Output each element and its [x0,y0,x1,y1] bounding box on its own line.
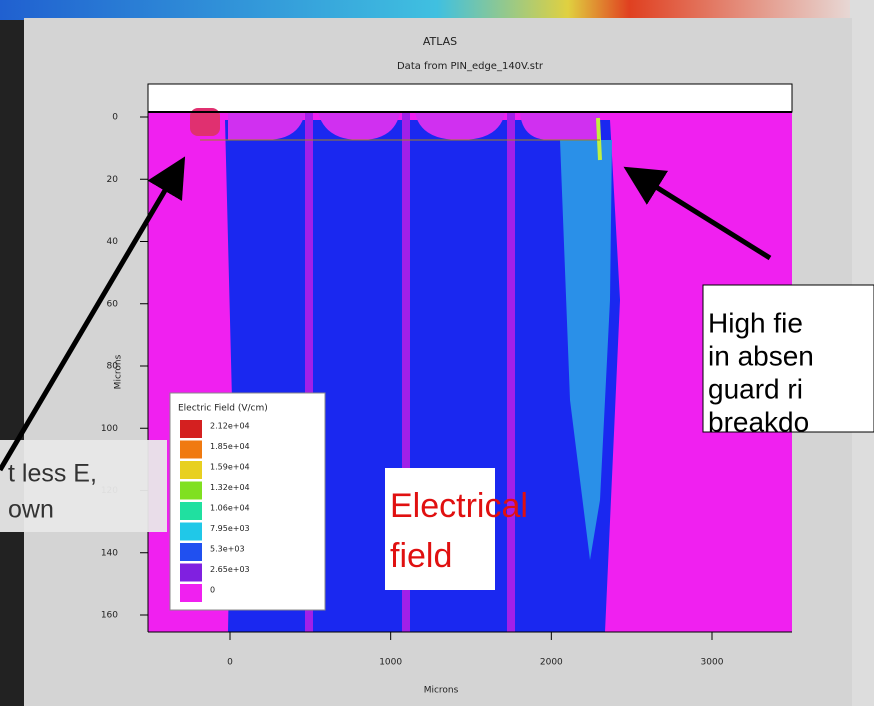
note-left [0,440,167,532]
legend-label: 0 [210,586,215,595]
x-tick-label: 2000 [540,658,563,668]
subtitle: Data from PIN_edge_140V.str [397,61,544,72]
stripe [507,112,515,632]
y-tick-label: 100 [101,424,118,434]
note-center [385,468,495,590]
legend-swatch [180,481,202,500]
y-tick-label: 40 [107,237,119,247]
legend-label: 1.32e+04 [210,483,250,492]
legend-swatch [180,563,202,582]
annotation-line: breakdo [708,406,809,437]
legend-label: 1.59e+04 [210,463,250,472]
legend-swatch [180,440,202,459]
annotation-line: guard ri [708,373,803,404]
stripe [305,112,313,632]
y-tick-label: 20 [107,175,119,185]
legend-label: 7.95e+03 [210,524,250,533]
arrow [0,156,186,472]
annotation-line: own [8,496,54,524]
y-tick-label: 140 [101,548,118,558]
legend-title: Electric Field (V/cm) [178,404,268,414]
annotation-line: field [390,537,452,575]
legend-swatch [180,522,202,541]
arrow [623,166,772,261]
note-right [702,284,874,433]
y-axis-label: Microns [114,354,124,389]
y-tick-label: 160 [101,611,118,621]
x-tick-label: 1000 [379,658,402,668]
title: ATLAS [423,35,457,48]
field-mid [560,140,612,560]
x-axis-label: Microns [424,686,459,696]
legend-label: 1.85e+04 [210,442,250,451]
y-tick-label: 60 [107,299,119,309]
legend-label: 1.06e+04 [210,504,250,513]
stripe [402,112,410,632]
annotation-line: in absen [708,340,814,371]
legend-swatch [180,461,202,479]
legend-label: 2.65e+03 [210,565,250,574]
y-tick-label: 0 [112,113,118,123]
plot-header [147,83,793,113]
annotation-line: Electrical [390,487,528,525]
legend-swatch [180,502,202,520]
legend-label: 2.12e+04 [210,422,250,431]
legend-swatch [180,420,202,438]
annotation-line: t less E, [8,460,97,488]
x-tick-label: 3000 [701,658,724,668]
annotation-line: High fie [708,307,803,338]
x-tick-label: 0 [227,658,233,668]
legend-swatch [180,584,202,602]
high-field-spot [596,117,602,161]
edge-hotspot [190,108,220,136]
legend-swatch [180,543,202,561]
y-tick-label: 80 [107,362,119,372]
legend-label: 5.3e+03 [210,545,245,554]
top-strip [0,0,874,20]
guard-rings [228,112,600,140]
